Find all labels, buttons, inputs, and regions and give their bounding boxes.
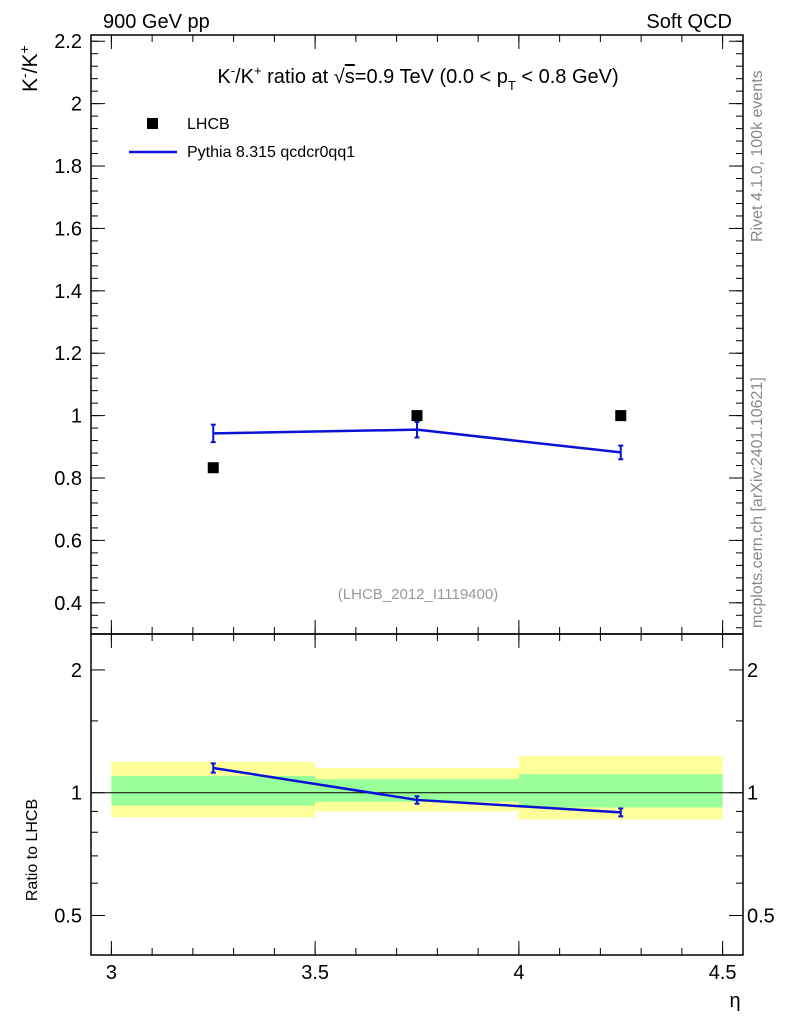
- title-part: =0.9 TeV (0.0 < p: [355, 66, 508, 88]
- ratio-y-tick-label: 0.5: [54, 905, 82, 927]
- x-tick-label: 3: [106, 962, 117, 984]
- header-right: Soft QCD: [646, 11, 732, 33]
- analysis-watermark: (LHCB_2012_I1119400): [338, 586, 498, 603]
- data-point: [207, 462, 219, 474]
- ylabel-part: K: [19, 78, 42, 92]
- y-tick-label: 1: [71, 406, 82, 428]
- y-tick-label: 0.8: [54, 468, 82, 490]
- y-tick-label: 2: [71, 94, 82, 116]
- ratio-y-tick-label-right: 0.5: [747, 905, 775, 927]
- legend: LHCB Pythia 8.315 qcdcr0qq1: [129, 116, 355, 161]
- y-tick-label: 2.2: [54, 31, 82, 53]
- title-part: /K: [235, 66, 255, 88]
- ratio-frame: [90, 633, 744, 956]
- main-panel: (LHCB_2012_I1119400) K-/K+ ratio at √s=0…: [16, 31, 744, 955]
- ratio-band-inner: [518, 774, 723, 808]
- x-tick-label: 4.5: [709, 962, 737, 984]
- chart-title: K-/K+ ratio at √s=0.9 TeV (0.0 < pT < 0.…: [217, 63, 618, 93]
- ratio-y-label: Ratio to LHCB: [24, 799, 41, 901]
- rivet-label: Rivet 4.1.0, 100k events: [749, 70, 766, 242]
- x-axis-label: η: [729, 990, 740, 1012]
- ratio-y-tick-label: 1: [71, 783, 82, 805]
- data-point: [615, 410, 627, 422]
- title-part: < 0.8 GeV): [516, 66, 619, 88]
- y-tick-label: 1.8: [54, 156, 82, 178]
- y-tick-label: 0.6: [54, 530, 82, 552]
- y-axis-label: K-/K+: [16, 45, 42, 92]
- title-part: K: [217, 66, 231, 88]
- y-tick-label: 1.6: [54, 218, 82, 240]
- data-point: [411, 410, 423, 422]
- ratio-panel: Ratio to LHCB η 3 3.5 4 4.5 0.5 0.5 1 1 2 2: [24, 633, 775, 1012]
- y-tick-label: 1.4: [54, 281, 82, 303]
- title-part: -: [231, 63, 235, 78]
- legend-label-pythia: Pythia 8.315 qcdcr0qq1: [187, 144, 355, 161]
- title-part: +: [254, 63, 262, 78]
- ylabel-part: +: [16, 45, 32, 53]
- title-part: ratio at: [262, 66, 334, 88]
- ratio-y-tick-label: 2: [71, 660, 82, 682]
- y-tick-label: 1.2: [54, 343, 82, 365]
- ylabel-part: -: [16, 73, 32, 78]
- ratio-y-tick-label-right: 2: [747, 660, 758, 682]
- x-tick-label: 4: [513, 962, 524, 984]
- ylabel-part: /K: [19, 53, 42, 73]
- y-tick-label: 0.4: [54, 593, 82, 615]
- ratio-band-inner: [111, 775, 316, 806]
- title-part: s: [345, 66, 355, 88]
- mcplots-label: mcplots.cern.ch [arXiv:2401.10621]: [749, 377, 766, 628]
- ratio-band-inner: [315, 779, 519, 802]
- sqrt-sign: √: [334, 66, 345, 88]
- legend-marker-lhcb: [147, 118, 158, 129]
- x-tick-label: 3.5: [301, 962, 329, 984]
- legend-label-lhcb: LHCB: [187, 116, 230, 133]
- header-left: 900 GeV pp: [103, 11, 210, 33]
- ratio-y-tick-label-right: 1: [747, 783, 758, 805]
- title-part: T: [508, 78, 516, 93]
